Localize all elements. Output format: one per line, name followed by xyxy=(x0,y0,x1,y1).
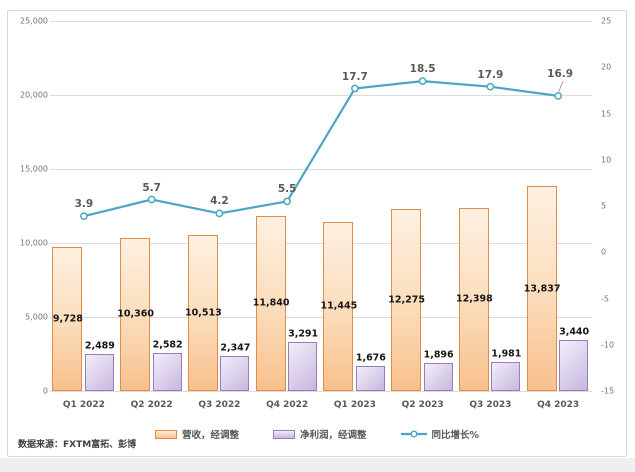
line-marker xyxy=(418,77,427,85)
line-marker xyxy=(215,209,224,218)
revenue-bar xyxy=(120,237,151,391)
left-axis-tick: 0 xyxy=(42,386,48,396)
revenue-bar xyxy=(458,207,489,391)
gridline xyxy=(50,391,592,392)
right-axis-tick: -10 xyxy=(601,340,615,350)
line-marker xyxy=(283,197,291,206)
legend-item: 净利润，经调整 xyxy=(272,427,367,441)
revenue-bar-label: 12,275 xyxy=(388,294,425,306)
revenue-bar-label: 11,840 xyxy=(252,297,290,309)
right-axis-tick: 5 xyxy=(601,201,607,211)
legend-label: 净利润，经调整 xyxy=(299,430,367,441)
revenue-bar-label: 12,398 xyxy=(456,293,493,305)
revenue-bar xyxy=(187,235,218,391)
growth-line xyxy=(83,79,559,218)
profit-bar xyxy=(288,342,318,391)
x-axis-label: Q2 2023 xyxy=(401,400,444,410)
gridline xyxy=(50,317,592,318)
gridline xyxy=(50,95,592,96)
profit-bar xyxy=(355,366,385,391)
line-marker xyxy=(351,84,359,93)
profit-bar-label: 3,291 xyxy=(288,328,319,340)
profit-bar xyxy=(423,362,453,391)
left-axis-tick: 25,000 xyxy=(20,16,48,26)
gridline xyxy=(50,243,592,244)
legend-label: 同比增长% xyxy=(431,430,480,441)
profit-swatch-icon xyxy=(272,429,295,439)
chart-panel: 9,728 10,360 10,513 11,840 11,445 12,275 12,39… xyxy=(7,10,627,457)
right-axis-tick: -15 xyxy=(601,386,615,396)
legend-label: 营收，经调整 xyxy=(181,430,239,441)
left-axis-tick: 20,000 xyxy=(20,90,48,100)
right-axis-tick: 15 xyxy=(601,109,612,118)
profit-bar-label: 1,896 xyxy=(423,349,454,361)
revenue-bar xyxy=(255,215,286,391)
right-axis-tick: 25 xyxy=(601,16,612,26)
revenue-bar-label: 13,837 xyxy=(523,283,561,295)
line-marker xyxy=(486,82,495,91)
right-axis-tick: 10 xyxy=(601,155,612,165)
profit-bar xyxy=(84,354,114,391)
profit-bar-label: 1,981 xyxy=(491,348,522,360)
gridline xyxy=(50,21,592,22)
growth-line-label: 18.5 xyxy=(409,63,436,76)
chart-legend: 营收，经调整 净利润，经调整 同比增长% xyxy=(8,427,626,441)
growth-line-label: 5.5 xyxy=(277,183,297,196)
revenue-bar xyxy=(526,186,557,391)
x-axis-label: Q4 2023 xyxy=(537,400,580,410)
growth-line-label: 17.7 xyxy=(341,70,368,83)
growth-line-label: 17.9 xyxy=(477,68,504,81)
profit-bar-label: 1,676 xyxy=(355,352,386,364)
line-marker xyxy=(80,212,88,221)
page-background-strip xyxy=(0,458,635,472)
growth-line-chart xyxy=(80,77,564,221)
left-axis-tick: 10,000 xyxy=(20,238,48,248)
growth-line-label: 3.9 xyxy=(74,198,94,211)
left-axis-tick: 5,000 xyxy=(25,312,48,322)
legend-item: 营收，经调整 xyxy=(154,427,239,441)
x-axis-label: Q1 2022 xyxy=(62,400,105,410)
source-note: 数据来源：FXTM富拓、彭博 xyxy=(18,440,137,450)
profit-bar-label: 2,347 xyxy=(220,342,251,354)
revenue-bar-label: 11,445 xyxy=(320,300,358,312)
x-axis-label: Q1 2023 xyxy=(333,400,376,410)
right-axis-tick: 20 xyxy=(601,62,612,72)
revenue-swatch-icon xyxy=(154,429,177,439)
x-axis-label: Q3 2022 xyxy=(198,400,241,410)
growth-line-label: 4.2 xyxy=(210,195,229,208)
x-axis-label: Q3 2023 xyxy=(469,400,512,410)
label-leader-line xyxy=(558,80,564,93)
gridline xyxy=(50,169,592,170)
profit-bar-label: 2,489 xyxy=(84,340,115,352)
growth-line-label: 5.7 xyxy=(142,181,161,194)
profit-bar-label: 2,582 xyxy=(152,339,183,351)
line-marker xyxy=(147,195,156,204)
revenue-bar-label: 10,360 xyxy=(117,308,154,320)
right-axis-tick: 0 xyxy=(601,247,607,257)
profit-bar xyxy=(559,340,589,391)
plot-area: 9,728 10,360 10,513 11,840 11,445 12,275 12,39… xyxy=(50,21,592,392)
revenue-bar xyxy=(323,221,354,391)
profit-bar-label: 3,440 xyxy=(559,326,590,338)
growth-line-label: 16.9 xyxy=(547,67,574,80)
revenue-bar-label: 10,513 xyxy=(185,307,222,319)
left-axis-tick: 15,000 xyxy=(20,164,48,174)
profit-bar xyxy=(491,361,521,391)
revenue-bar xyxy=(391,209,422,391)
x-axis-label: Q4 2022 xyxy=(266,400,309,410)
profit-bar xyxy=(220,356,250,391)
right-axis-tick: -5 xyxy=(601,294,609,303)
revenue-bar xyxy=(52,247,83,391)
line-marker xyxy=(554,92,562,100)
revenue-bar-label: 9,728 xyxy=(52,313,83,325)
x-axis-label: Q2 2022 xyxy=(130,400,173,410)
profit-bar xyxy=(152,352,182,391)
line-swatch-icon xyxy=(400,430,427,438)
legend-item: 同比增长% xyxy=(400,427,480,441)
